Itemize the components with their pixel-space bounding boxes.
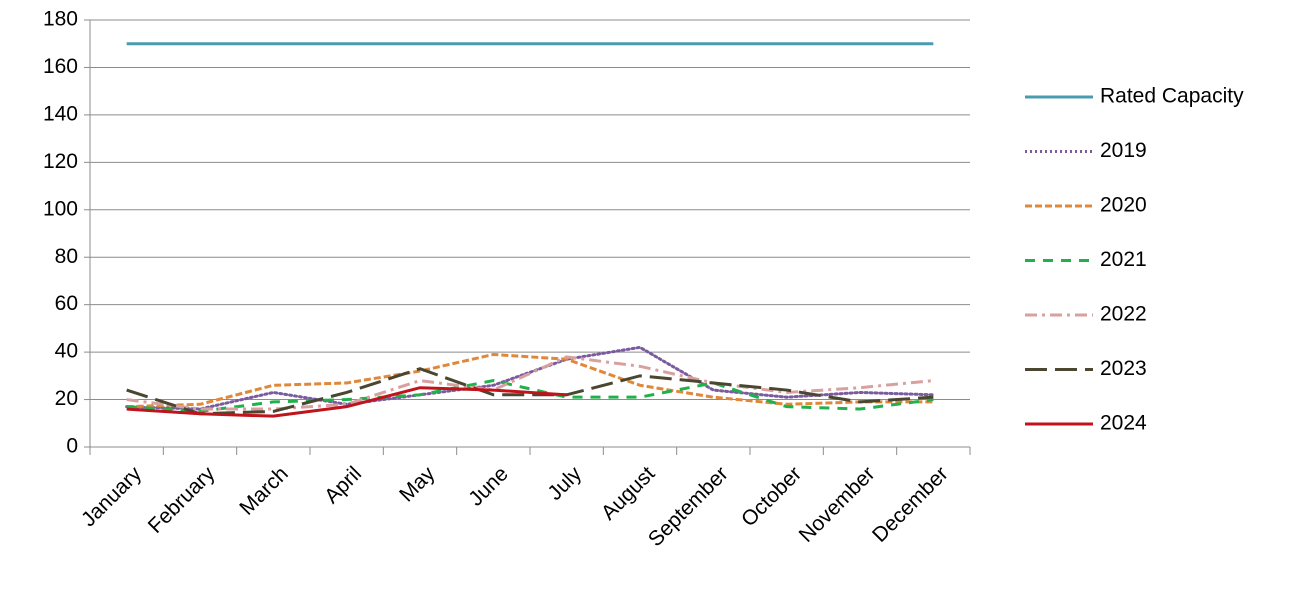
x-tick-label: January <box>77 462 146 531</box>
y-tick-label: 140 <box>43 102 78 125</box>
x-tick-label: November <box>795 462 880 547</box>
series-line <box>126 386 567 418</box>
legend-label: 2021 <box>1100 248 1147 271</box>
x-tick-label: April <box>320 462 366 508</box>
legend-label: 2019 <box>1100 139 1147 162</box>
y-tick-label: 40 <box>55 340 78 363</box>
legend-label: 2024 <box>1100 412 1147 435</box>
series-line <box>126 379 934 413</box>
legend-label: 2020 <box>1100 194 1147 217</box>
x-tick-label: June <box>464 462 512 510</box>
y-tick-label: 120 <box>43 150 78 173</box>
x-tick-label: February <box>144 462 220 538</box>
legend-label: 2023 <box>1100 357 1147 380</box>
y-tick-label: 80 <box>55 245 78 268</box>
y-tick-label: 60 <box>55 292 78 315</box>
y-tick-label: 20 <box>55 387 78 410</box>
series-line <box>126 367 934 416</box>
x-tick-label: March <box>235 462 293 520</box>
x-tick-label: July <box>543 462 586 505</box>
x-tick-label: May <box>395 462 440 507</box>
y-tick-label: 180 <box>43 8 78 31</box>
legend-label: Rated Capacity <box>1100 85 1244 108</box>
x-tick-label: October <box>737 462 806 531</box>
y-tick-label: 160 <box>43 55 78 78</box>
y-tick-label: 0 <box>66 435 78 458</box>
series-line <box>125 345 935 411</box>
x-tick-label: September <box>644 462 733 551</box>
x-tick-label: December <box>868 462 953 547</box>
x-tick-label: August <box>597 462 660 525</box>
y-tick-label: 100 <box>43 197 78 220</box>
legend-label: 2022 <box>1100 303 1147 326</box>
series-line <box>126 352 934 409</box>
series-line <box>126 355 934 411</box>
